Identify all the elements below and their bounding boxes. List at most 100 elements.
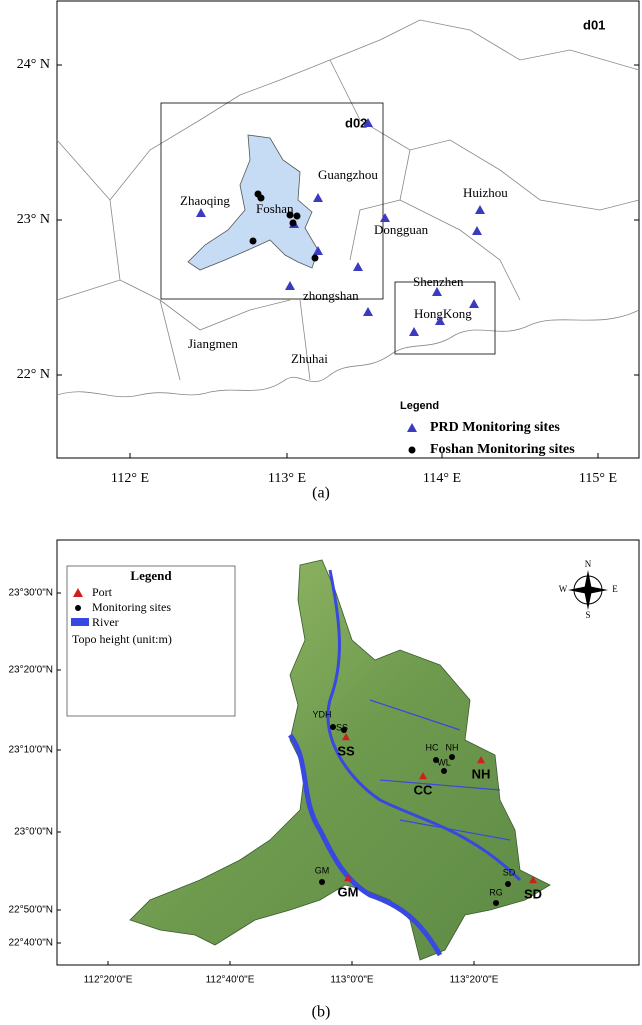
legend-box: [66, 565, 236, 717]
site-marker: [529, 876, 537, 884]
site-dot: [449, 754, 455, 760]
boundaries: [56, 19, 640, 381]
site-dot: [257, 194, 265, 202]
site-marker: [196, 208, 206, 217]
lat-label: 22°50'0"N: [9, 905, 54, 916]
compass-label: W: [559, 584, 568, 594]
site-dot: [441, 768, 447, 774]
site-marker: [469, 299, 479, 308]
site-marker: [313, 246, 323, 255]
legend-port: [73, 588, 83, 597]
place-label: Dongguan: [374, 222, 429, 237]
place-label: Huizhou: [463, 185, 508, 200]
site-marker: [472, 226, 482, 235]
place-label: Shenzhen: [413, 274, 464, 289]
compass-label: E: [612, 584, 618, 594]
lon-label: 115° E: [579, 471, 617, 486]
site-dot: [293, 212, 301, 220]
legend-item: PRD Monitoring sites: [430, 420, 560, 435]
lat-label: 23° N: [17, 212, 50, 227]
lon-label: 113°20'0"E: [450, 975, 499, 986]
site-marker: [285, 281, 295, 290]
site-label: WL: [437, 757, 451, 767]
site-label: HC: [426, 742, 439, 752]
place-label: HongKong: [414, 306, 472, 321]
domain-label: d01: [583, 17, 605, 32]
legend-dot: [408, 446, 416, 454]
place-label: Zhaoqing: [180, 193, 230, 208]
site-marker: [380, 213, 390, 222]
compass-label: N: [585, 559, 592, 569]
compass-rose: [568, 570, 608, 610]
lon-label: 114° E: [423, 471, 461, 486]
legend-item: Monitoring sites: [92, 600, 171, 614]
site-dot: [311, 254, 319, 262]
lat-label: 23°0'0"N: [14, 827, 53, 838]
site-dot: [493, 900, 499, 906]
port-label: CC: [414, 782, 433, 797]
lon-label: 113°0'0"E: [330, 975, 374, 986]
river: [326, 569, 522, 882]
map-frame-a: [56, 0, 640, 459]
river: [287, 733, 443, 957]
lat-label: 23°30'0"N: [9, 588, 54, 599]
site-marker: [313, 193, 323, 202]
site-dot: [319, 879, 325, 885]
site-dot: [249, 237, 257, 245]
site-label: NH: [446, 742, 459, 752]
site-marker: [409, 327, 419, 336]
caption: (a): [312, 485, 330, 502]
site-marker: [475, 205, 485, 214]
panel-a-layer: 24° N 23° N 22° N 112° E 113° E 114° E 115° E Z…: [17, 57, 639, 486]
port-label: NH: [472, 766, 491, 781]
site-marker: [363, 118, 373, 127]
port-label: SS: [337, 743, 355, 758]
legend-subtitle: Topo height (unit:m): [72, 632, 172, 646]
site-label: SD: [503, 867, 516, 877]
site-marker: [363, 307, 373, 316]
place-label: Foshan: [256, 201, 294, 216]
lat-label: 23°20'0"N: [9, 665, 54, 676]
site-marker: [432, 287, 442, 296]
legend-river: [71, 618, 89, 626]
port-label: GM: [338, 884, 359, 899]
legend-item: River: [92, 615, 119, 629]
legend-triangle: [407, 423, 417, 432]
site-label: RG: [489, 887, 503, 897]
legend-item: Port: [92, 585, 113, 599]
site-dot: [286, 211, 294, 219]
legend-title: Legend: [400, 400, 439, 412]
site-label: GM: [315, 865, 330, 875]
caption: (b): [312, 1004, 331, 1021]
site-dot: [341, 727, 347, 733]
legend-title: Legend: [130, 568, 172, 583]
domain-box: [160, 102, 384, 300]
lat-label: 22° N: [17, 367, 50, 382]
place-label: Zhuhai: [291, 351, 328, 366]
place-label: Guangzhou: [318, 167, 378, 182]
domain-label: d02: [345, 115, 367, 130]
port-label: SD: [524, 886, 542, 901]
compass-label: S: [585, 610, 590, 620]
site-marker: [419, 772, 427, 780]
site-marker: [435, 316, 445, 325]
foshan-region: [187, 134, 319, 271]
lat-label: 22°40'0"N: [9, 938, 54, 949]
lat-label: 24° N: [17, 57, 50, 72]
river: [369, 699, 511, 841]
site-marker: [342, 733, 350, 741]
hk-box: [394, 281, 496, 355]
lon-label: 112°40'0"E: [206, 975, 255, 986]
site-dot: [505, 881, 511, 887]
site-label: YDH: [312, 709, 331, 719]
legend-item: Foshan Monitoring sites: [430, 442, 575, 457]
site-marker: [477, 756, 485, 764]
lon-label: 112°20'0"E: [84, 975, 133, 986]
place-label: Jiangmen: [188, 336, 238, 351]
site-label: SS: [336, 722, 348, 732]
site-marker: [344, 874, 352, 882]
lon-label: 112° E: [111, 471, 149, 486]
site-dot: [330, 724, 336, 730]
coastline: [56, 309, 640, 398]
